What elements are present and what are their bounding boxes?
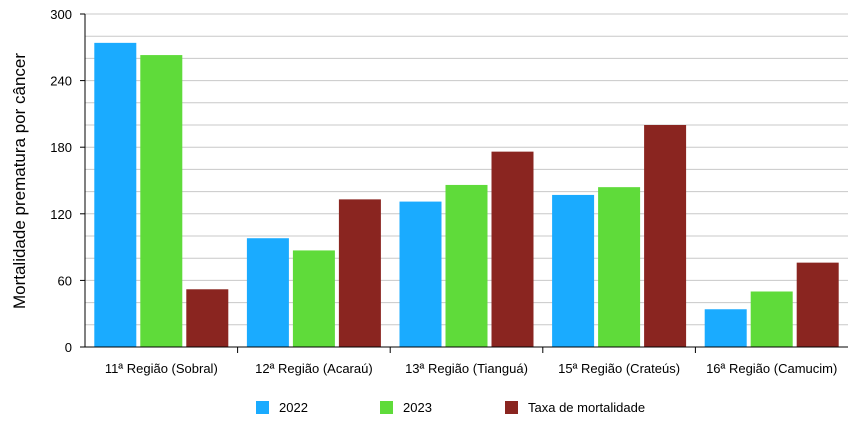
bar-2022-4 [704, 309, 747, 347]
bar-taxa-de-mortalidade-1 [338, 199, 381, 347]
bar-2023-0 [140, 55, 183, 347]
y-tick-label: 180 [50, 140, 72, 155]
bar-2023-4 [750, 291, 793, 347]
y-tick-label: 0 [65, 340, 72, 355]
bar-2022-3 [552, 194, 595, 347]
bar-2022-0 [94, 42, 137, 348]
legend-swatch-1 [380, 401, 393, 414]
bar-taxa-de-mortalidade-0 [186, 289, 229, 347]
x-tick-label: 16ª Região (Camucim) [706, 361, 837, 376]
legend-label-2: Taxa de mortalidade [528, 400, 645, 415]
bar-2023-2 [445, 184, 488, 347]
bar-2023-3 [598, 187, 641, 347]
x-tick-label: 15ª Região (Crateús) [558, 361, 680, 376]
y-tick-labels: 0 60 120 180 240 300 [50, 7, 72, 355]
x-tick-labels: 11ª Região (Sobral) 12ª Região (Acaraú) 13… [105, 361, 838, 376]
axes [80, 13, 848, 353]
legend: 2022 2023 Taxa de mortalidade [256, 400, 645, 415]
x-tick-label: 13ª Região (Tianguá) [405, 361, 528, 376]
bar-2022-2 [399, 201, 442, 347]
x-tick-label: 11ª Região (Sobral) [105, 361, 218, 376]
legend-label-1: 2023 [403, 400, 432, 415]
y-tick-label: 120 [50, 207, 72, 222]
y-tick-label: 60 [58, 273, 72, 288]
bar-2022-1 [246, 238, 289, 347]
legend-label-0: 2022 [279, 400, 308, 415]
y-tick-label: 240 [50, 74, 72, 89]
legend-swatch-2 [505, 401, 518, 414]
legend-swatch-0 [256, 401, 269, 414]
bar-taxa-de-mortalidade-2 [491, 151, 534, 347]
bar-2023-1 [292, 250, 335, 347]
y-axis-label: Mortalidade prematura por câncer [10, 53, 29, 309]
x-tick-label: 12ª Região (Acaraú) [255, 361, 373, 376]
bar-taxa-de-mortalidade-4 [796, 262, 839, 347]
bar-taxa-de-mortalidade-3 [644, 125, 687, 347]
bars [94, 42, 839, 348]
y-tick-label: 300 [50, 7, 72, 22]
